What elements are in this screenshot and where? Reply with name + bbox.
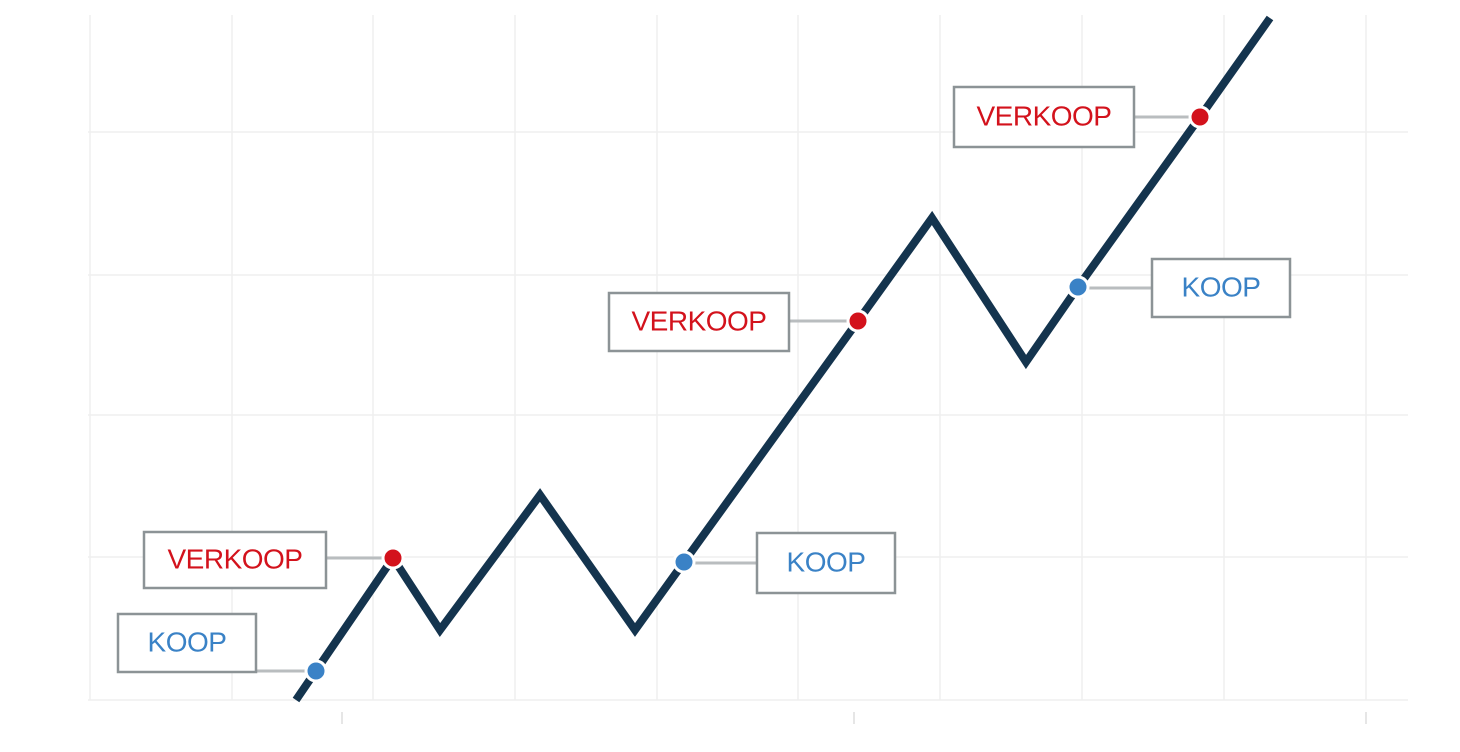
sell-dot [1188,105,1212,129]
connectors [256,115,1200,673]
buy-dot [304,659,328,683]
label-box [755,531,897,595]
buy-dot [1066,275,1090,299]
sell-label: VERKOOP [977,100,1112,131]
sell-label: VERKOOP [632,305,767,336]
buy-label: KOOP [787,546,866,577]
signal-dots [304,105,1212,683]
buy-label: KOOP [148,626,227,657]
sell-label: VERKOOP [168,543,303,574]
label-boxes: KOOP VERKOOP KOOP VERKOOP KOOP VERKOOP [116,85,1292,674]
sell-dot [381,546,405,570]
label-box [607,291,791,353]
label-box [142,530,328,590]
label-box [116,612,258,674]
buy-label: KOOP [1182,271,1261,302]
label-box [1150,257,1292,319]
buy-dot [672,550,696,574]
sell-dot [846,309,870,333]
label-box [952,85,1136,149]
price-line [292,15,1274,703]
